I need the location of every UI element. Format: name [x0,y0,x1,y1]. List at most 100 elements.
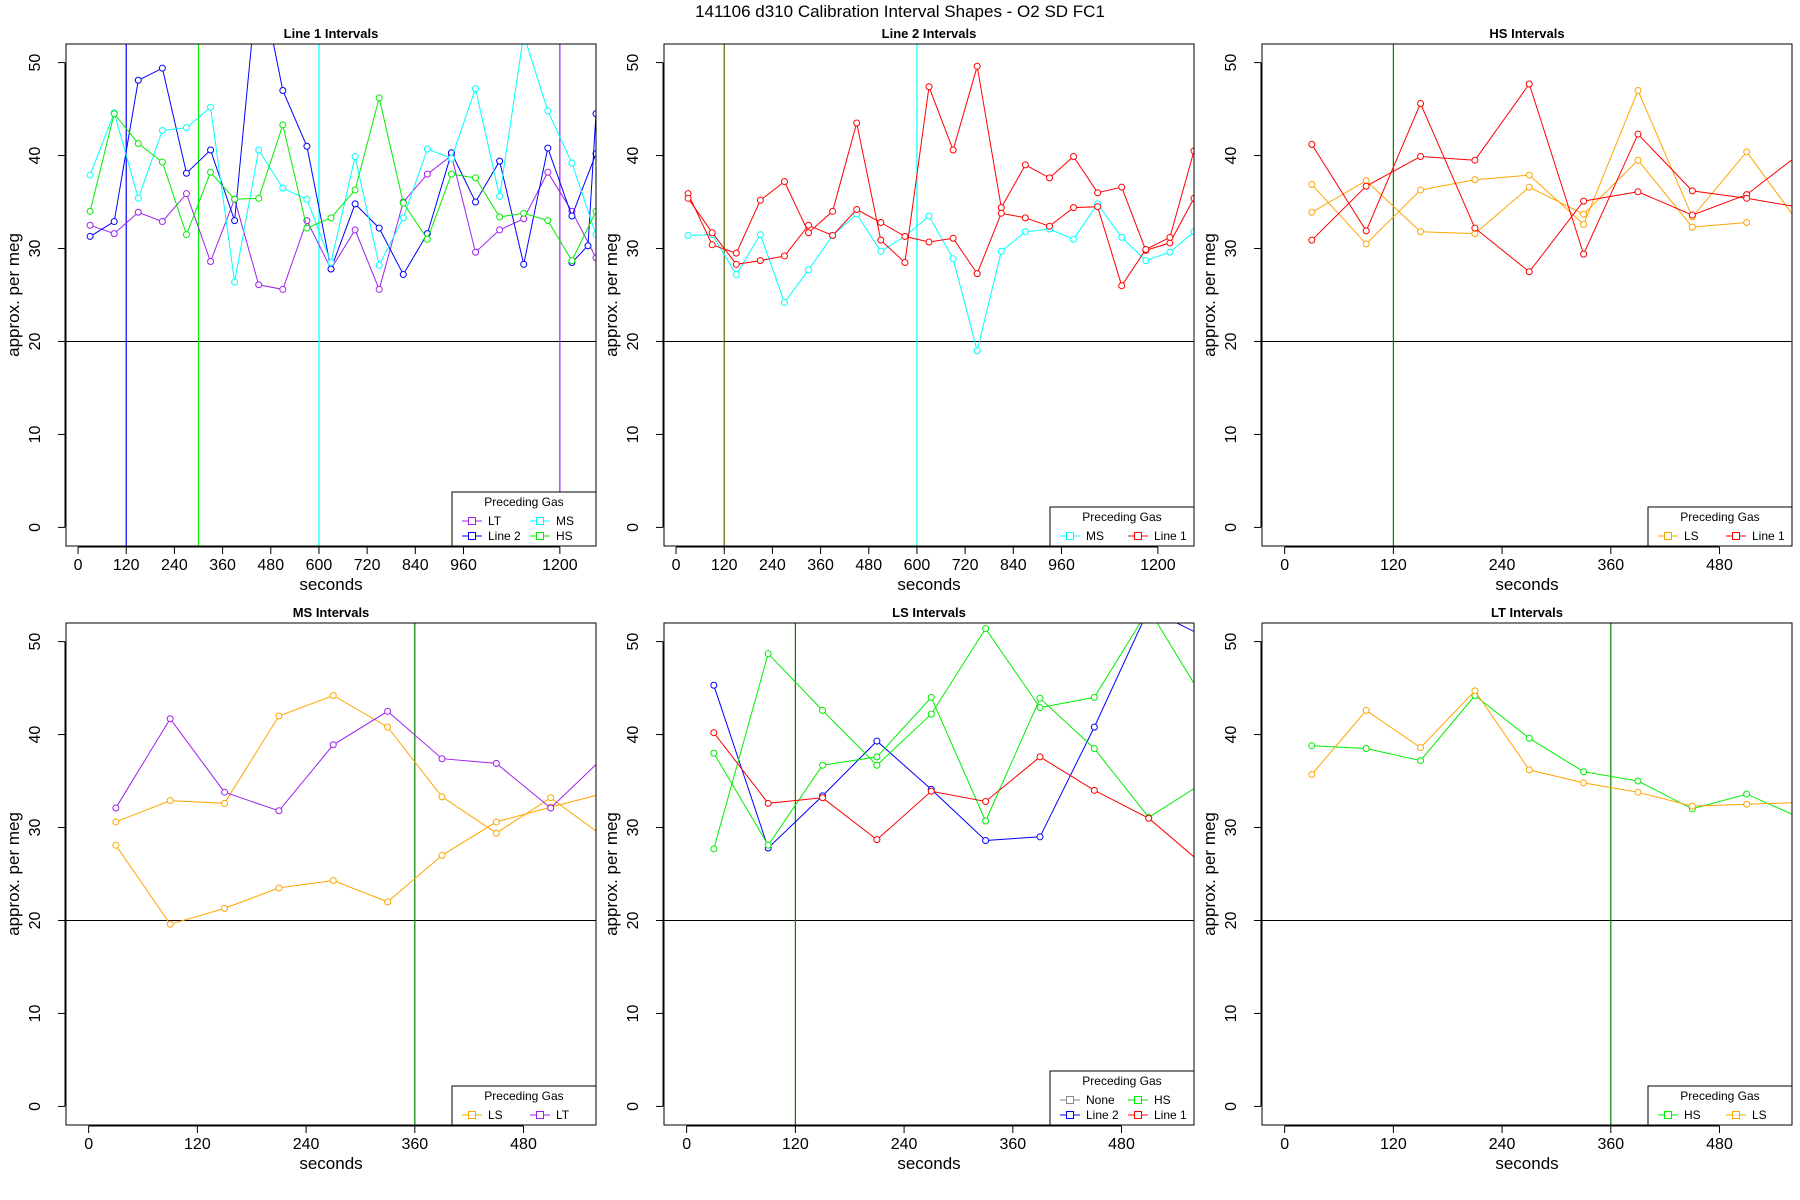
data-point [982,817,990,825]
legend-item: Line 1 [1128,529,1187,543]
data-point [592,254,596,262]
data-point [949,255,957,263]
y-axis: 0 10 20 30 40 50 approx. per meg [4,633,66,1111]
data-point [279,285,287,293]
x-tick-label: 240 [1489,1136,1516,1153]
data-point [780,178,788,186]
legend-label: HS [1154,1093,1171,1107]
data-point [158,64,166,72]
series-line [1311,159,1747,235]
x-tick-label: 360 [1597,557,1624,574]
data-point [496,157,504,165]
data-point [1036,833,1044,841]
legend-item: HS [1128,1093,1171,1107]
x-tick-label: 240 [1489,557,1516,574]
y-tick-label: 0 [625,523,642,532]
data-point [873,761,881,769]
data-point [86,207,94,215]
legend-item: Line 1 [1726,529,1785,543]
data-point [279,121,287,129]
data-point [1525,268,1533,276]
data-point [780,252,788,260]
data-point [1166,233,1174,241]
data-point [1743,194,1751,202]
legend-label: MS [556,514,574,528]
legend-item: HS [1658,1108,1701,1122]
data-point [182,169,190,177]
series-lt [112,707,596,815]
y-tick-label: 10 [625,425,642,443]
x-tick-label: 120 [113,557,140,574]
data-point [1362,227,1370,235]
data-point [997,247,1005,255]
data-point [1362,182,1370,190]
legend-swatch-marker [536,517,544,525]
legend-swatch-marker [1066,532,1074,540]
legend-label: LT [556,1108,570,1122]
y-tick-label: 50 [27,54,44,72]
legend-swatch-marker [1732,1111,1740,1119]
data-point [1190,147,1194,155]
x-tick-label: 480 [257,557,284,574]
series-ls [1308,156,1751,238]
data-point [438,793,446,801]
data-point [447,170,455,178]
data-point [708,229,716,237]
data-point [275,884,283,892]
data-point [303,142,311,150]
data-point [384,707,392,715]
data-point [351,226,359,234]
plot-frame [1261,622,1793,1126]
y-tick-label: 0 [1223,1102,1240,1111]
data-point [544,168,552,176]
data-point [873,737,881,745]
data-point [520,260,528,268]
data-point [1036,753,1044,761]
legend-item: LT [530,1108,570,1122]
legend-title: Preceding Gas [484,1089,563,1103]
y-tick-label: 20 [625,332,642,350]
data-point [134,208,142,216]
data-point [592,231,596,239]
data-point [925,238,933,246]
x-axis-label: seconds [897,1154,960,1173]
x-axis-label: seconds [1495,1154,1558,1173]
data-point [1142,245,1150,253]
data-point [819,761,827,769]
data-point [592,207,596,215]
legend-swatch-marker [1134,1111,1142,1119]
data-point [1021,228,1029,236]
data-point [544,217,552,225]
data-point [756,196,764,204]
y-axis: 0 10 20 30 40 50 approx. per meg [602,633,664,1111]
legend-swatch-marker [468,532,476,540]
data-point [1308,140,1316,148]
data-point [134,76,142,84]
panel-6: LT Intervals 0 120 240 360 480 seconds 0 10 20 30 4… [1200,605,1793,1173]
y-tick-label: 20 [27,911,44,929]
y-axis-label: approx. per meg [602,233,621,357]
x-axis-label: seconds [897,575,960,594]
data-point [764,799,772,807]
series-line [713,696,1194,847]
legend-swatch-marker [468,517,476,525]
plot-frame [663,43,1195,547]
data-point [568,159,576,167]
y-axis-label: approx. per meg [1200,233,1219,357]
y-tick-label: 50 [1223,633,1240,651]
y-tick-label: 30 [625,240,642,258]
plot-frame [1261,43,1793,547]
x-tick-label: 480 [855,557,882,574]
legend-title: Preceding Gas [1680,510,1759,524]
data-point [1634,777,1642,785]
series-line [1311,694,1792,815]
data-point [329,877,337,885]
series-line [1311,89,1792,245]
data-point [997,209,1005,217]
y-tick-label: 40 [625,726,642,744]
series-ls [1308,687,1792,810]
data-point [1417,99,1425,107]
legend-label: Line 2 [488,529,521,543]
data-point [1308,771,1316,779]
x-tick-label: 480 [1706,1136,1733,1153]
